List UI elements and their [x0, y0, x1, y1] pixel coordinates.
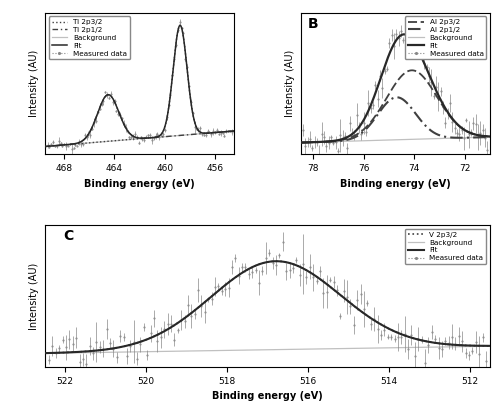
Y-axis label: Intensity (AU): Intensity (AU)	[30, 50, 40, 117]
Y-axis label: Intensity (AU): Intensity (AU)	[30, 262, 40, 330]
Legend: Ti 2p3/2, Ti 2p1/2, Background, Fit, Measured data: Ti 2p3/2, Ti 2p1/2, Background, Fit, Mea…	[48, 16, 130, 59]
Text: B: B	[308, 17, 319, 31]
Legend: Al 2p3/2, Al 2p1/2, Background, Fit, Measured data: Al 2p3/2, Al 2p1/2, Background, Fit, Mea…	[405, 16, 486, 59]
X-axis label: Binding energy (eV): Binding energy (eV)	[84, 178, 195, 188]
Y-axis label: Intensity (AU): Intensity (AU)	[285, 50, 295, 117]
Legend: V 2p3/2, Background, Fit, Measured data: V 2p3/2, Background, Fit, Measured data	[405, 229, 486, 264]
Text: A: A	[52, 17, 64, 31]
X-axis label: Binding energy (eV): Binding energy (eV)	[340, 178, 450, 188]
Text: C: C	[63, 229, 73, 244]
X-axis label: Binding energy (eV): Binding energy (eV)	[212, 391, 323, 401]
